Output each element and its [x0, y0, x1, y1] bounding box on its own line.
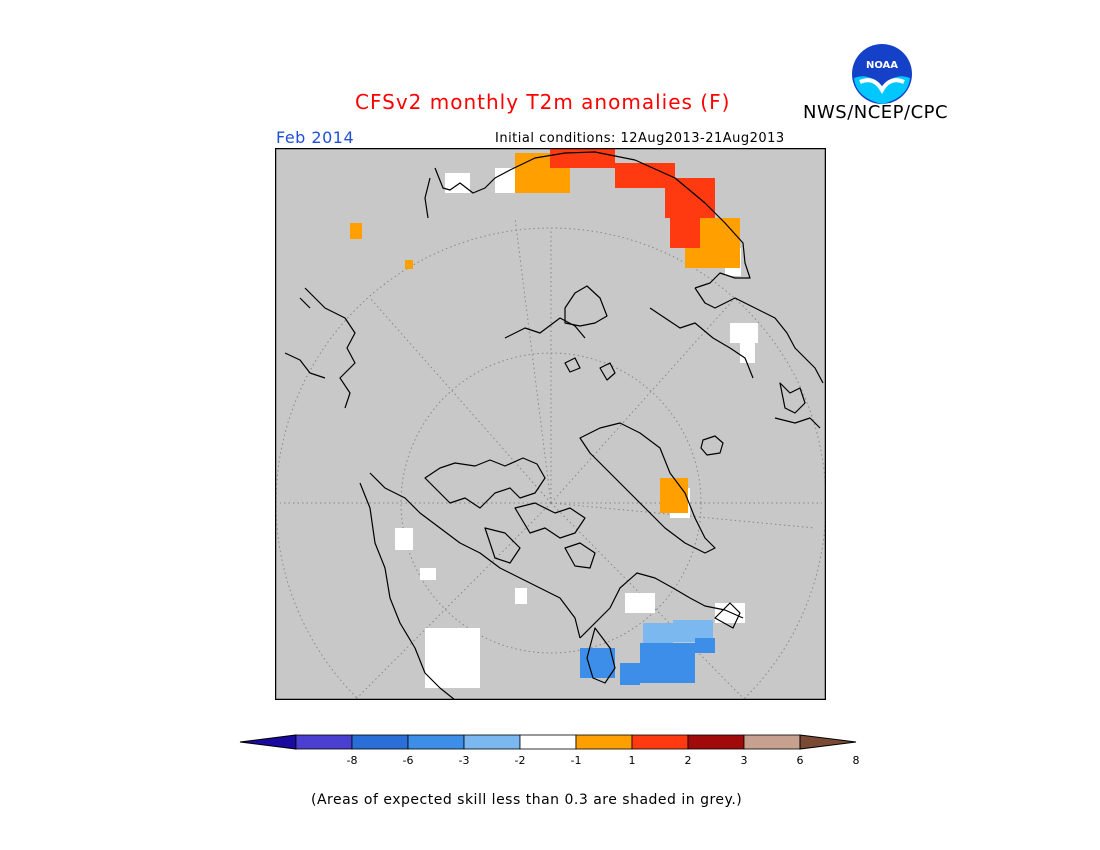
forecast-period: Feb 2014 [276, 128, 355, 147]
color-legend-labels: -8 -6 -3 -2 -1 1 2 3 6 8 [347, 754, 860, 767]
polar-map [275, 148, 826, 700]
legend-cell [575, 734, 633, 750]
legend-label: 2 [685, 754, 692, 767]
legend-label: -2 [515, 754, 526, 767]
initial-conditions: Initial conditions: 12Aug2013-21Aug2013 [495, 131, 785, 146]
map-frame [275, 148, 826, 700]
legend-label: 1 [629, 754, 636, 767]
color-legend: -8 -6 -3 -2 -1 1 2 3 6 8 [239, 734, 860, 767]
legend-cell [687, 734, 745, 750]
anomaly-shading [350, 148, 758, 688]
legend-label: -8 [347, 754, 358, 767]
legend-label: 6 [797, 754, 804, 767]
legend-label: -1 [571, 754, 582, 767]
chart-title: CFSv2 monthly T2m anomalies (F) [355, 90, 731, 114]
noaa-logo: NOAA [850, 42, 914, 110]
legend-label: 8 [853, 754, 860, 767]
legend-cell [463, 734, 521, 750]
color-legend-cells [239, 734, 857, 750]
graticule [275, 217, 826, 700]
legend-label: -6 [403, 754, 414, 767]
agency-label: NWS/NCEP/CPC [803, 102, 949, 123]
legend-arrow-high [799, 734, 857, 750]
legend-arrow-low [239, 734, 297, 750]
legend-cell [295, 734, 353, 750]
legend-cell [351, 734, 409, 750]
legend-cell [519, 734, 577, 750]
legend-cell [631, 734, 689, 750]
legend-cell [743, 734, 801, 750]
legend-label: -3 [459, 754, 470, 767]
legend-cell [407, 734, 465, 750]
skill-note: (Areas of expected skill less than 0.3 a… [311, 792, 743, 808]
noaa-logo-icon: NOAA [852, 44, 912, 104]
coastlines [284, 151, 824, 700]
legend-label: 3 [741, 754, 748, 767]
logo-text: NOAA [866, 60, 898, 71]
